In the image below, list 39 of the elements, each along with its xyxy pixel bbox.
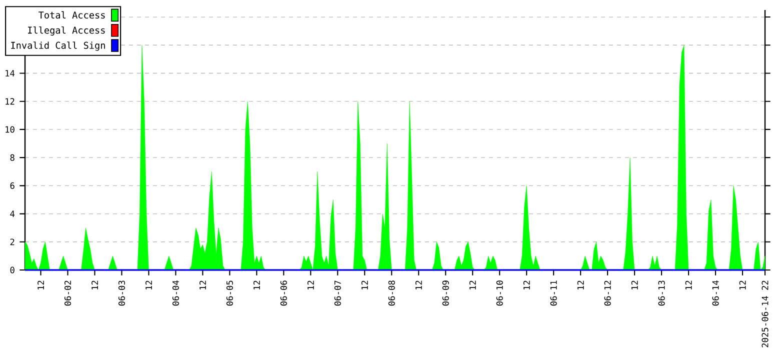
- x-tick-label: 06-13: [658, 280, 665, 306]
- x-tick-label: 12: [253, 280, 260, 290]
- x-tick-label: 12: [146, 280, 152, 290]
- x-tick-label: 12: [631, 280, 638, 290]
- x-tick-label: 06-03: [118, 280, 126, 306]
- x-tick-label: 06-09: [442, 280, 449, 306]
- x-tick-label: 12: [92, 280, 98, 290]
- x-tick-label: 12: [361, 280, 368, 290]
- x-tick-label: 06-08: [388, 280, 395, 306]
- x-tick-label: 06-07: [334, 280, 341, 306]
- x-tick-label: 06-04: [172, 280, 179, 306]
- y-tick-label: 6: [10, 182, 14, 189]
- x-tick-label: 2025-06-14 22: [762, 280, 768, 348]
- legend-label: Illegal Access: [28, 26, 105, 36]
- x-tick-label: 06-10: [496, 280, 503, 306]
- x-tick-label: 12: [307, 280, 314, 290]
- x-tick-label: 06-12: [604, 280, 611, 306]
- x-tick-label: 12: [685, 280, 692, 290]
- x-tick-label: 12: [38, 280, 44, 290]
- y-tick-label: 10: [6, 126, 14, 133]
- x-tick-label: 06-11: [550, 280, 557, 306]
- x-tick-label: 12: [523, 280, 530, 290]
- x-tick-label: 12: [739, 280, 746, 290]
- x-tick-label: 06-06: [280, 280, 287, 306]
- x-tick-label: 06-14: [712, 280, 719, 306]
- x-tick-label: 06-05: [226, 280, 233, 306]
- y-tick-label: 2: [10, 238, 14, 246]
- legend-label: Invalid Call Sign: [11, 42, 105, 51]
- x-tick-label: 12: [469, 280, 476, 290]
- legend-label: Total Access: [38, 11, 105, 19]
- y-tick-label: 12: [6, 98, 14, 105]
- y-tick-label: 14: [6, 70, 15, 76]
- x-tick-label: 12: [415, 280, 422, 290]
- x-tick-label: 12: [577, 280, 584, 290]
- x-tick-label: 06-02: [64, 280, 72, 306]
- y-tick-label: 0: [10, 266, 14, 274]
- y-tick-label: 4: [10, 210, 15, 217]
- x-tick-label: 12: [199, 280, 206, 290]
- y-tick-label: 8: [10, 154, 14, 161]
